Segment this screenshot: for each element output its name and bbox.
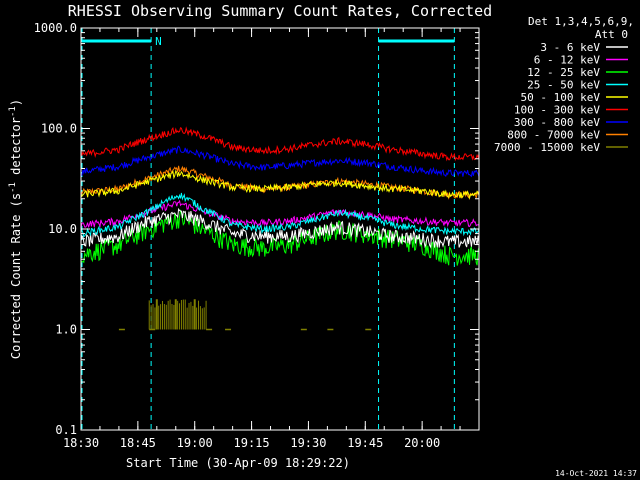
legend-entry-label: 100 - 300 keV (514, 104, 600, 117)
y-tick-label: 1.0 (55, 323, 77, 337)
y-tick-label: 10.0 (48, 222, 77, 236)
series-layer (81, 126, 479, 331)
y-axis: 0.1 1.0 10.0 100.0 1000.0 (34, 21, 479, 437)
legend-entry-label: 25 - 50 keV (527, 79, 600, 92)
legend-entry-label: 6 - 12 keV (534, 54, 601, 67)
series-100-300-kev (81, 126, 479, 162)
series-800-7000-kev (81, 165, 479, 200)
series-line (81, 207, 479, 249)
y-tick-label: 1000.0 (34, 21, 77, 35)
legend-detectors: Det 1,3,4,5,6,9, (528, 15, 634, 28)
series-25-50-kev (81, 192, 479, 238)
legend-entry-label: 12 - 25 keV (527, 66, 600, 79)
series-7000-15000-kev (118, 299, 372, 331)
legend-entry-label: 50 - 100 keV (521, 91, 601, 104)
series-300-800-kev (81, 145, 479, 178)
series-line (81, 145, 479, 178)
legend-entry-label: 3 - 6 keV (540, 41, 600, 54)
x-tick-label: 18:30 (63, 436, 99, 450)
y-axis-label: Corrected Count Rate (s-1 detector-1) (8, 99, 23, 359)
x-axis-label: Start Time (30-Apr-09 18:29:22) (126, 456, 350, 470)
series-line (81, 209, 479, 266)
x-tick-label: 19:00 (177, 436, 213, 450)
y-tick-label: 100.0 (41, 122, 77, 136)
legend-entry-label: 300 - 800 keV (514, 116, 600, 129)
series-3-6-kev (81, 207, 479, 249)
night-flag-label: N (155, 35, 162, 48)
series-line (81, 169, 479, 201)
series-line (81, 192, 479, 238)
footer-date: 14-Oct-2021 14:37 (555, 469, 637, 478)
legend-entry-label: 800 - 7000 keV (507, 129, 600, 142)
legend-entry-label: 7000 - 15000 keV (494, 141, 600, 154)
x-tick-label: 19:30 (290, 436, 326, 450)
y-tick-label: 0.1 (55, 423, 77, 437)
x-axis: 18:30 18:45 19:00 19:15 19:30 19:45 20:00 (63, 28, 480, 450)
chart-title: RHESSI Observing Summary Count Rates, Co… (68, 2, 492, 20)
x-tick-label: 18:45 (120, 436, 156, 450)
series-50-100-kev (81, 169, 479, 201)
x-tick-label: 19:15 (234, 436, 270, 450)
x-tick-label: 19:45 (347, 436, 383, 450)
series-12-25-kev (81, 209, 479, 266)
x-tick-label: 20:00 (404, 436, 440, 450)
series-line (81, 126, 479, 162)
legend-attenuator: Att 0 (595, 28, 628, 41)
series-line (81, 165, 479, 200)
